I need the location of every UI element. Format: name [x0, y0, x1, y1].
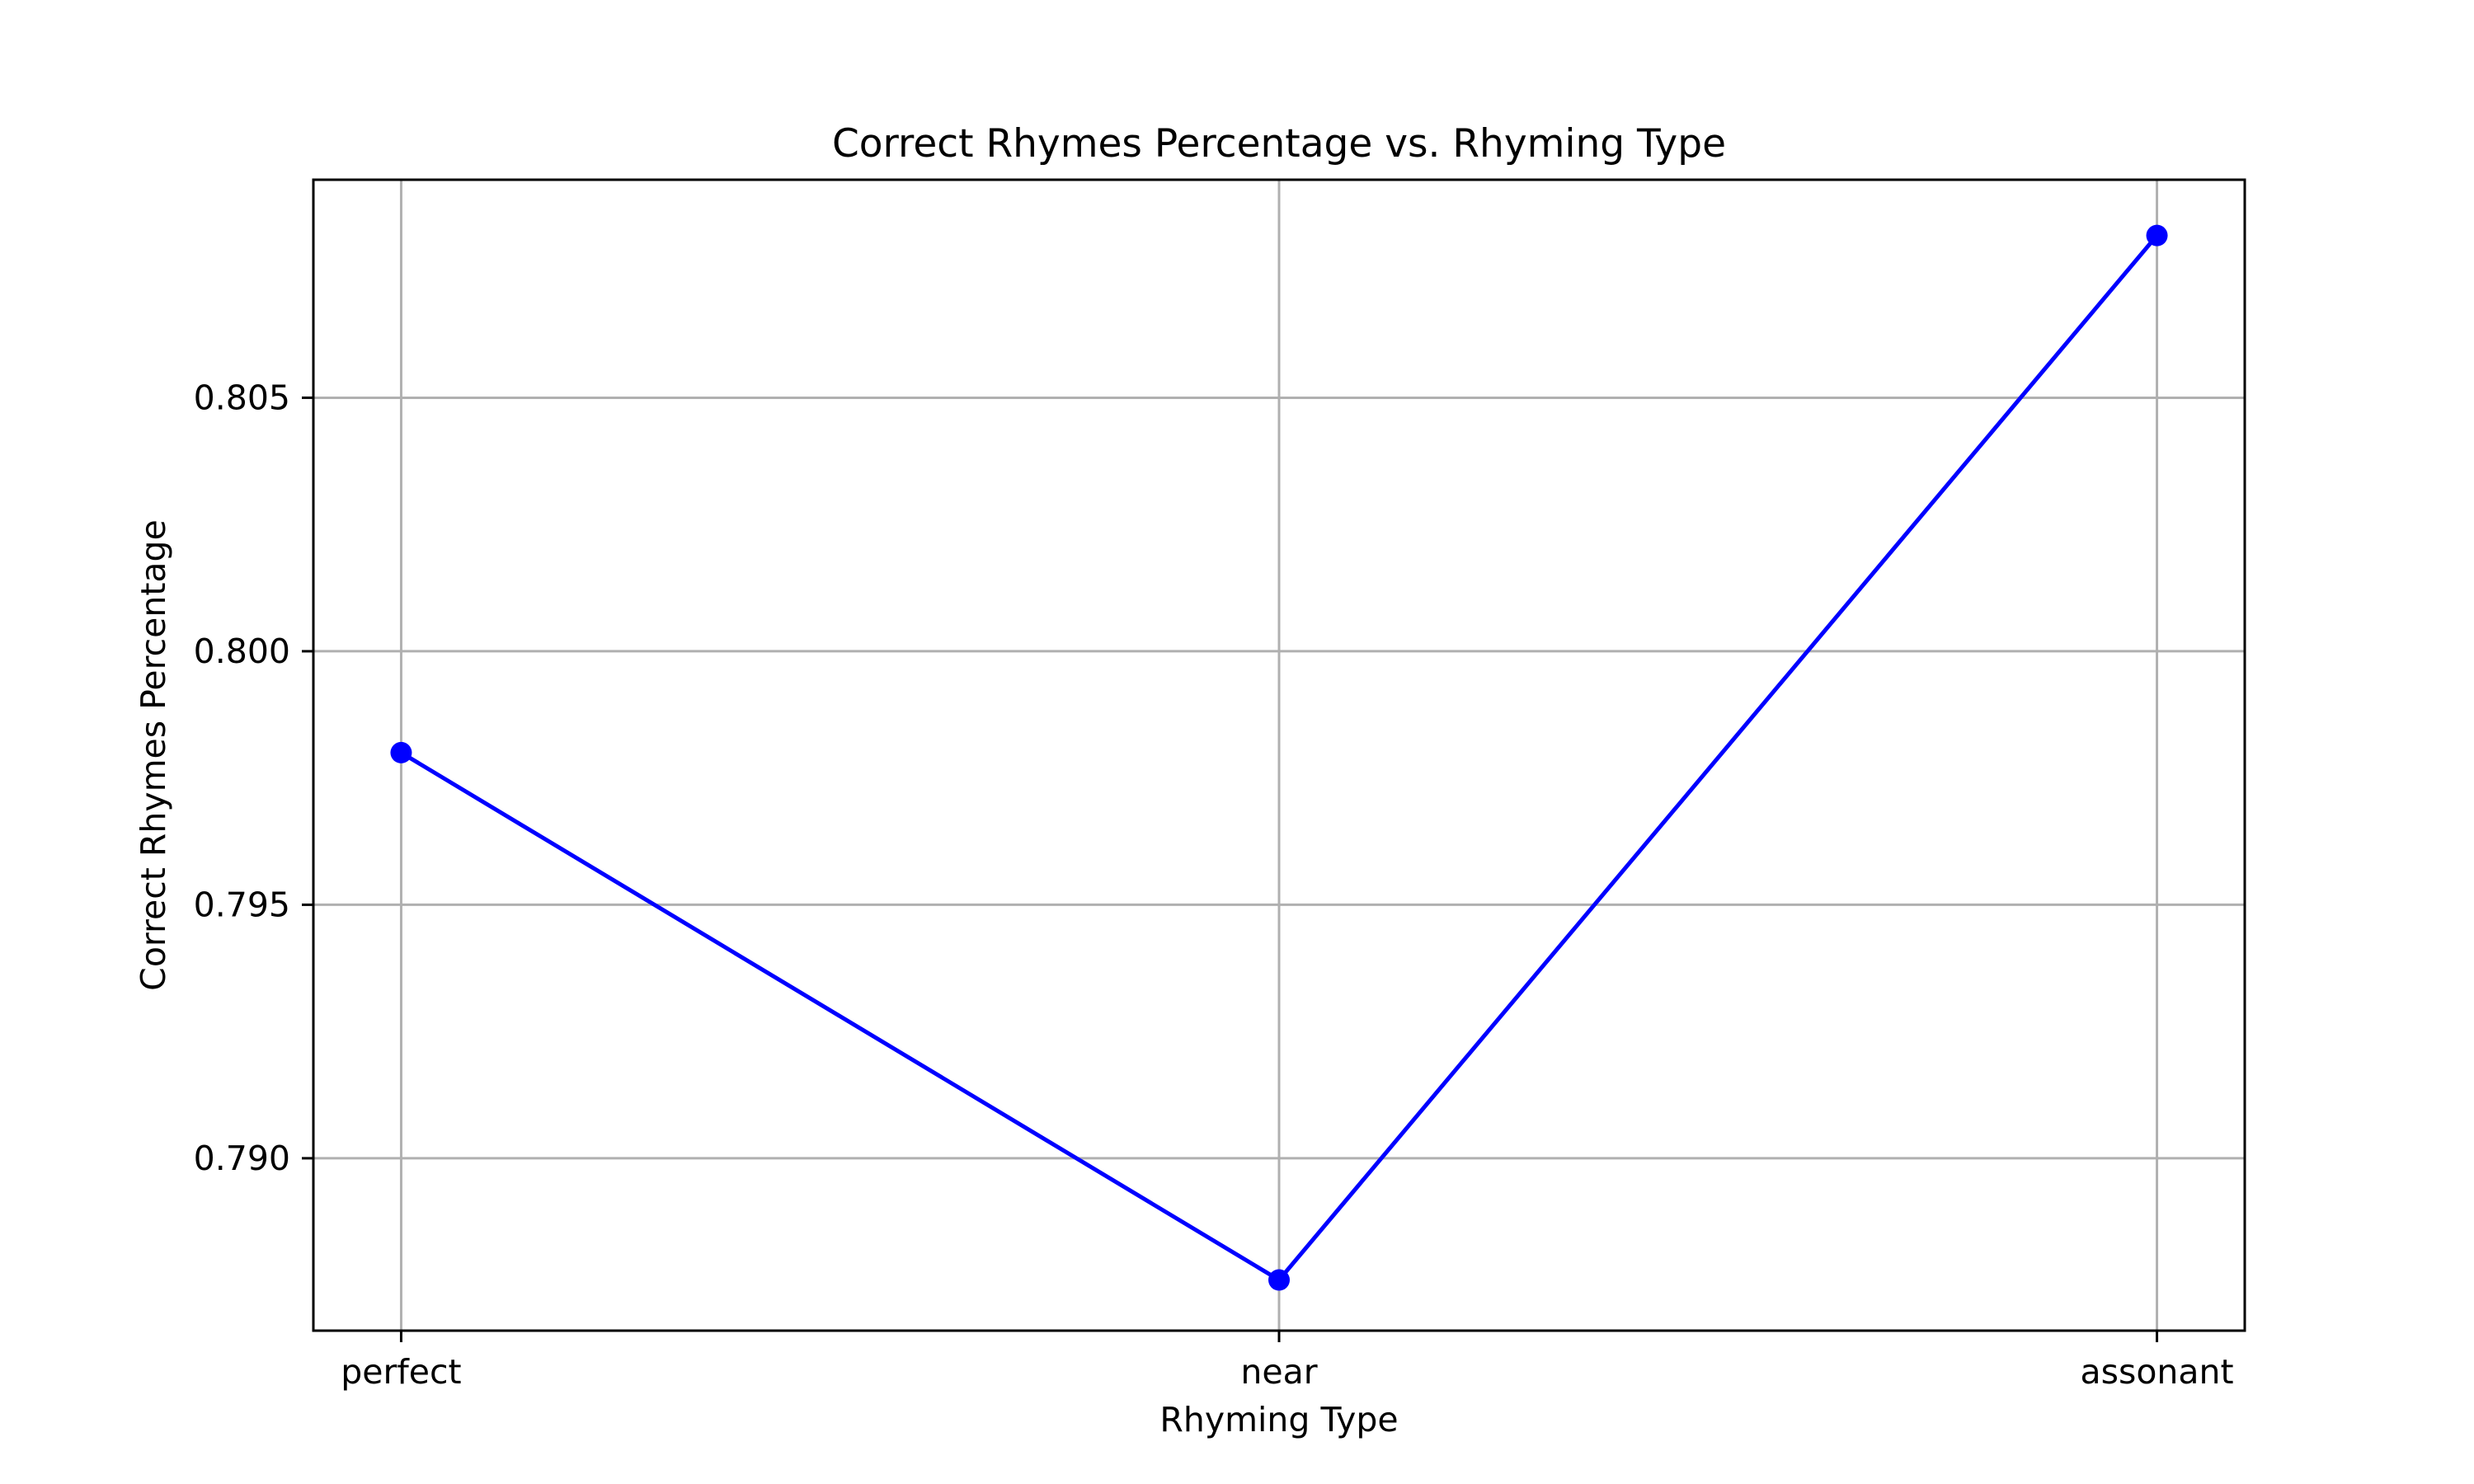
y-tick-label: 0.790 [194, 1139, 290, 1178]
x-tick-label: perfect [341, 1352, 461, 1392]
y-tick-label: 0.800 [194, 632, 290, 671]
y-tick-label: 0.805 [194, 378, 290, 417]
chart-title: Correct Rhymes Percentage vs. Rhyming Ty… [832, 121, 1726, 167]
grid-layer [313, 180, 2245, 1331]
series-layer [390, 224, 2168, 1291]
x-tick-label: assonant [2080, 1352, 2233, 1392]
y-tick-label: 0.795 [194, 885, 290, 924]
data-point-marker [390, 741, 412, 763]
data-point-marker [1268, 1269, 1290, 1291]
data-point-marker [2146, 224, 2168, 247]
x-tick-label: near [1240, 1352, 1317, 1392]
x-axis-label: Rhyming Type [1159, 1400, 1398, 1439]
y-axis-label: Correct Rhymes Percentage [134, 519, 173, 991]
tick-layer: perfect near assonant 0.790 0.795 0.800 0.805 [194, 378, 2234, 1392]
